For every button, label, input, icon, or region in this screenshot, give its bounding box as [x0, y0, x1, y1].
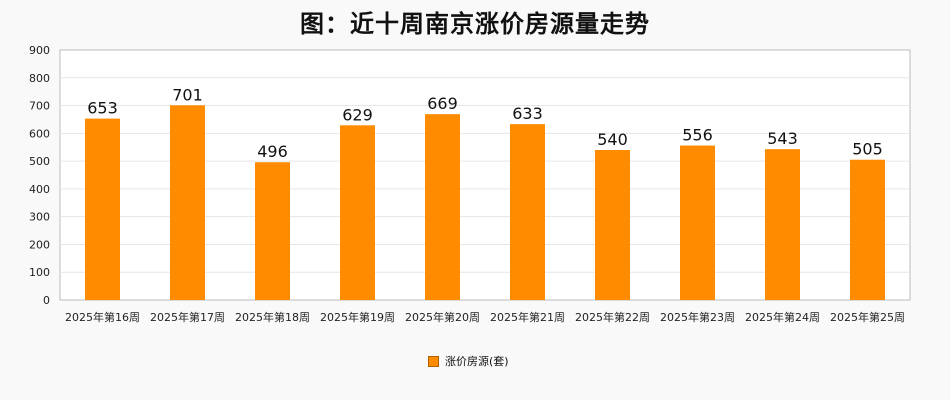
chart-title: 图：近十周南京涨价房源量走势: [300, 10, 650, 38]
y-tick-label: 100: [29, 266, 50, 279]
x-tick-label: 2025年第24周: [745, 310, 820, 324]
y-tick-label: 0: [43, 294, 50, 307]
data-label: 669: [427, 94, 458, 113]
legend: 涨价房源(套): [428, 353, 509, 369]
bar: [680, 145, 715, 300]
bar: [765, 149, 800, 300]
x-tick-label: 2025年第18周: [235, 310, 310, 324]
y-tick-label: 500: [29, 155, 50, 168]
y-tick-label: 300: [29, 211, 50, 224]
y-tick-label: 800: [29, 72, 50, 85]
bar: [425, 114, 460, 301]
x-tick-label: 2025年第23周: [660, 310, 735, 324]
data-label: 629: [342, 105, 373, 124]
bar: [85, 118, 120, 300]
data-label: 701: [172, 85, 203, 104]
y-tick-label: 600: [29, 127, 50, 140]
y-tick-label: 200: [29, 238, 50, 251]
y-tick-label: 400: [29, 183, 50, 196]
x-tick-label: 2025年第21周: [490, 310, 565, 324]
bar: [170, 105, 205, 301]
legend-swatch: [428, 355, 439, 367]
data-label: 556: [682, 126, 713, 145]
x-tick-label: 2025年第17周: [150, 310, 225, 324]
x-tick-label: 2025年第20周: [405, 310, 480, 324]
x-tick-label: 2025年第25周: [830, 310, 905, 324]
bar: [595, 150, 630, 300]
bar: [850, 159, 885, 300]
y-tick-label: 900: [29, 44, 50, 57]
data-label: 633: [512, 104, 543, 123]
data-label: 543: [767, 129, 798, 148]
x-tick-label: 2025年第19周: [320, 310, 395, 324]
data-label: 540: [597, 130, 628, 149]
legend-label: 涨价房源(套): [445, 355, 509, 368]
bar: [510, 124, 545, 301]
bar: [340, 125, 375, 301]
data-label: 653: [87, 99, 118, 118]
data-label: 505: [852, 140, 883, 159]
y-tick-label: 700: [29, 100, 50, 113]
data-label: 496: [257, 142, 288, 161]
x-tick-label: 2025年第22周: [575, 310, 650, 324]
x-tick-label: 2025年第16周: [65, 310, 140, 324]
bar: [255, 162, 290, 300]
